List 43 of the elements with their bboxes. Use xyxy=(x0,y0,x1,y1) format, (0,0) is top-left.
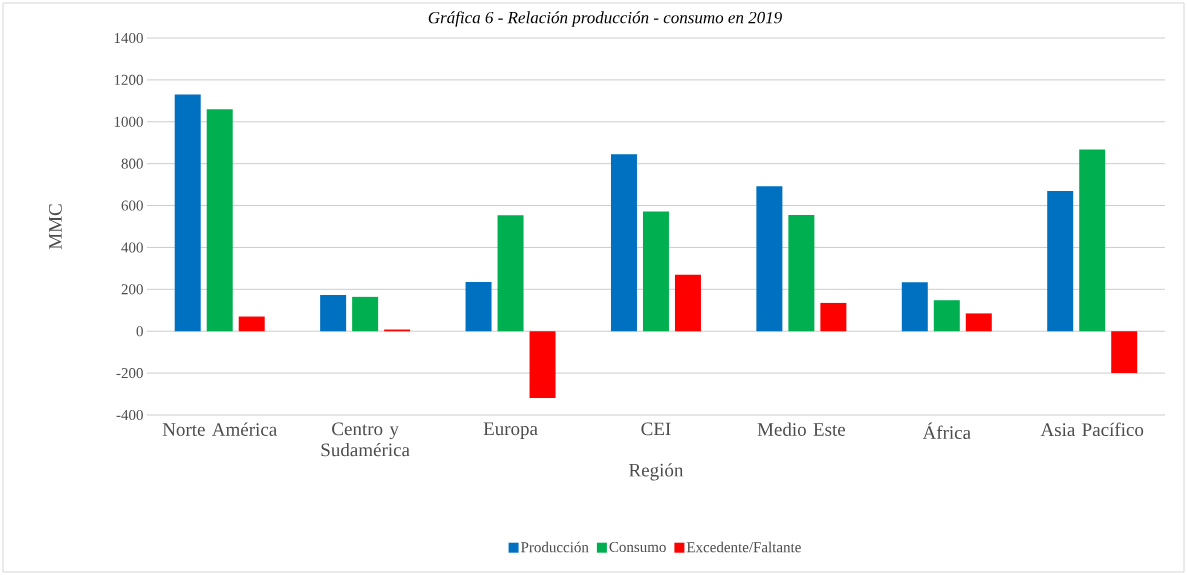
bar xyxy=(174,94,201,332)
bar xyxy=(1047,190,1074,332)
x-tick-label: CEI xyxy=(641,422,671,436)
bar xyxy=(352,296,379,332)
bar xyxy=(788,214,815,332)
bar xyxy=(674,274,701,332)
y-axis-title: MMC xyxy=(49,204,62,250)
x-tick-label: Europa xyxy=(483,422,538,440)
x-axis-title: Región xyxy=(629,463,684,481)
bar xyxy=(238,316,265,332)
bar xyxy=(756,186,783,332)
legend-label: Excedente/Faltante xyxy=(686,541,801,553)
y-tick-label: 800 xyxy=(121,158,143,169)
bar xyxy=(529,331,556,399)
y-tick-label: -200 xyxy=(116,368,143,379)
x-tick-label: Asia Pacífico xyxy=(1040,422,1144,437)
bar xyxy=(465,281,492,332)
bar xyxy=(933,300,960,332)
bar xyxy=(206,109,233,332)
chart-title: Gráfica 6 - Relación producción - consumo en 2019 xyxy=(428,11,782,27)
y-tick-label: 600 xyxy=(121,200,143,211)
bar xyxy=(820,302,847,332)
bar xyxy=(901,282,928,332)
y-tick-label: 1200 xyxy=(114,74,143,85)
y-tick-label: 1000 xyxy=(114,116,143,127)
bar xyxy=(320,294,347,332)
bar xyxy=(965,313,992,332)
y-tick-label: -400 xyxy=(116,409,143,421)
bar xyxy=(610,154,637,332)
bar xyxy=(1111,331,1138,374)
x-tick-label: África xyxy=(922,422,971,440)
y-tick-label: 200 xyxy=(121,284,143,295)
y-tick-label: 1400 xyxy=(114,32,143,44)
bar xyxy=(1079,149,1106,332)
y-tick-label: 0 xyxy=(136,326,143,337)
legend-label: Producción xyxy=(521,541,589,553)
legend-label: Consumo xyxy=(609,541,666,553)
bar xyxy=(497,215,524,332)
x-tick-label: Centro y Sudamérica xyxy=(321,422,410,457)
x-tick-label: Medio Este xyxy=(757,422,846,436)
x-tick-label: Norte América xyxy=(162,422,277,436)
y-tick-label: 400 xyxy=(121,242,143,253)
bar xyxy=(642,211,669,332)
